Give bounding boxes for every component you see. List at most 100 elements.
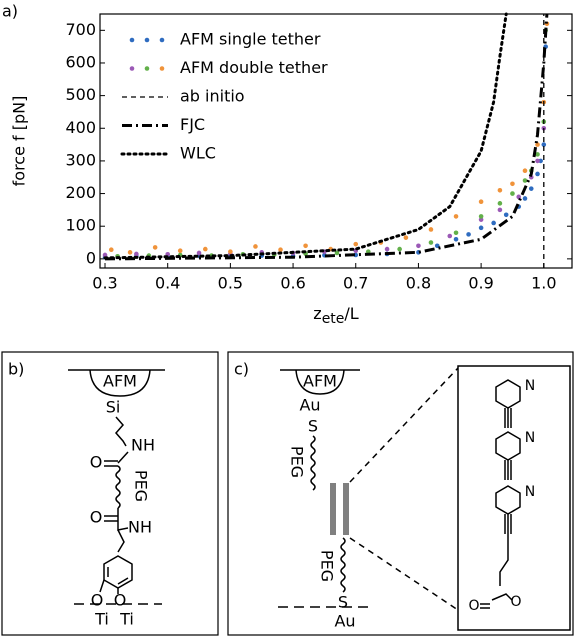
zoom-box	[457, 365, 571, 631]
label: NH	[128, 518, 152, 537]
data-point	[478, 214, 484, 219]
label: Ti	[119, 610, 134, 629]
bond	[99, 579, 119, 594]
y-tick-label: 100	[65, 216, 96, 235]
legend-bg	[176, 114, 372, 137]
data-point	[428, 227, 434, 232]
chain	[115, 416, 127, 447]
afm-tip	[68, 369, 165, 397]
panel-c: c) AFM Au S PEG PEG S Au N N N O O	[227, 351, 574, 636]
data-point	[497, 187, 503, 193]
data-point	[152, 245, 158, 250]
data-point	[541, 142, 547, 147]
y-tick-label: 600	[65, 52, 96, 71]
legend-bg	[176, 57, 372, 80]
label: O	[91, 591, 104, 610]
data-point	[453, 236, 459, 242]
x-tick-label: 0.4	[155, 274, 180, 293]
label: Au	[299, 396, 320, 415]
y-tick-label: 200	[65, 183, 96, 202]
legend-marker	[144, 66, 150, 71]
y-tick-label: 300	[65, 150, 96, 169]
x-tick-label: 0.9	[468, 274, 493, 293]
legend-marker	[129, 66, 135, 71]
legend-bg	[176, 143, 372, 165]
label: N	[525, 430, 535, 446]
data-point	[453, 214, 459, 219]
label: S	[308, 417, 318, 436]
data-point	[491, 220, 496, 226]
label: O	[90, 453, 103, 472]
data-point	[510, 181, 515, 187]
legend-marker	[159, 37, 165, 43]
label: O	[114, 591, 127, 610]
label: N	[525, 484, 535, 500]
carbonyl	[104, 508, 129, 531]
legend-label: AFM double tether	[180, 58, 328, 77]
label: Si	[106, 398, 121, 417]
data-point	[453, 230, 459, 236]
legend-bg	[176, 29, 372, 51]
data-point	[522, 178, 528, 183]
data-point	[102, 252, 108, 258]
data-point	[253, 244, 258, 249]
carbonyl	[104, 451, 129, 467]
panel-label: b)	[8, 360, 24, 379]
data-point	[447, 233, 453, 239]
label: NH	[131, 436, 155, 455]
zoom-line	[349, 367, 459, 611]
ring	[103, 555, 133, 589]
data-point	[384, 246, 390, 252]
label: O	[90, 508, 103, 527]
data-point	[535, 158, 540, 164]
x-tick-label: 0.6	[280, 274, 305, 293]
data-point	[535, 152, 540, 157]
chain	[117, 529, 125, 553]
legend-label: WLC	[180, 144, 216, 163]
label: O	[510, 594, 521, 610]
x-tick-label: 0.8	[406, 274, 431, 293]
legend-label: ab initio	[180, 87, 245, 106]
x-label-main: z	[313, 304, 321, 323]
data-point	[535, 171, 540, 177]
legend-marker	[129, 37, 135, 43]
data-point	[403, 235, 409, 240]
panel-frame	[1, 351, 219, 636]
data-point	[466, 232, 471, 237]
legend-marker	[144, 37, 150, 43]
panel-label: a)	[2, 2, 18, 21]
panel-label: c)	[234, 360, 249, 379]
y-tick-label: 400	[65, 118, 96, 137]
x-tick-label: 0.3	[92, 274, 117, 293]
data-point	[535, 142, 540, 147]
label: Ti	[94, 610, 109, 629]
data-point	[478, 199, 484, 205]
data-point	[177, 248, 183, 253]
afm-tip	[280, 369, 360, 395]
data-point	[478, 225, 484, 231]
molecule	[343, 483, 349, 535]
label: N	[525, 378, 535, 394]
data-point	[278, 247, 283, 253]
y-axis-label: force f [pN]	[10, 96, 29, 187]
data-point	[397, 246, 402, 252]
data-point	[510, 191, 515, 196]
data-point	[228, 249, 233, 254]
x-tick-label: 0.7	[343, 274, 368, 293]
y-tick-label: 700	[65, 20, 96, 39]
plot-area: 0.3 0.4 0.5 0.6 0.7 0.8 0.9 1.0 0 100 200 300 400 500…	[65, 12, 572, 293]
label: PEG	[288, 446, 307, 478]
peg-chain	[340, 537, 346, 593]
data-point	[497, 201, 503, 206]
data-point	[196, 250, 202, 256]
label: AFM	[103, 372, 137, 391]
data-point	[353, 241, 359, 247]
label: O	[468, 598, 479, 614]
data-point	[334, 250, 340, 256]
data-point	[478, 217, 484, 222]
label: Au	[334, 612, 355, 631]
x-axis-label: zete/L	[313, 304, 359, 328]
model-curve	[103, 12, 508, 260]
